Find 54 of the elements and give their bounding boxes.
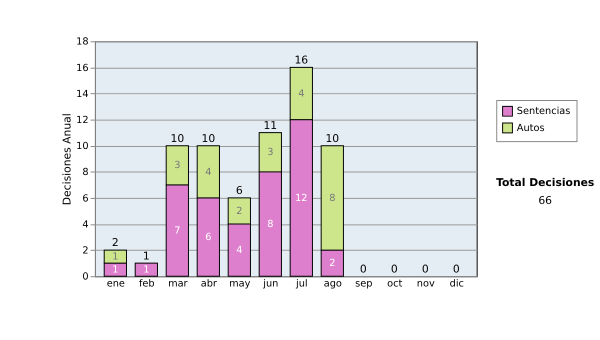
total-label: 10	[325, 132, 340, 145]
x-tick-label: oct	[387, 278, 403, 290]
total-label: 0	[452, 262, 460, 276]
text: 66	[538, 194, 552, 207]
x-tick-label: abr	[200, 278, 218, 290]
data-label: 8	[329, 192, 336, 204]
y-tick-label: 14	[76, 88, 89, 100]
x-tick-label: mar	[168, 278, 189, 290]
total-label: 16	[294, 54, 308, 66]
x-tick-label: dic	[450, 278, 464, 290]
data-label: 2	[236, 206, 242, 217]
data-label: 3	[174, 160, 180, 172]
data-label: 1	[143, 264, 150, 276]
total-label: 2	[112, 236, 119, 250]
x-tick-label: nov	[416, 278, 435, 290]
data-label: 1	[112, 252, 118, 263]
total-label: 11	[263, 118, 278, 132]
y-tick-label: 18	[76, 36, 89, 48]
x-tick-label: sep	[355, 278, 372, 290]
data-label: 12	[295, 192, 308, 204]
total-label: 6	[236, 184, 243, 198]
data-label: 4	[236, 245, 242, 256]
y-tick-label: 10	[76, 141, 89, 152]
data-label: 4	[205, 166, 212, 178]
data-label: 6	[205, 232, 212, 244]
legend-label: Sentencias	[516, 106, 570, 118]
text: Total Decisiones	[496, 176, 594, 190]
total-label: 0	[422, 262, 429, 276]
y-tick-label: 6	[82, 193, 89, 204]
data-label: 4	[298, 88, 304, 100]
data-label: 3	[267, 147, 274, 158]
x-tick-label: jul	[294, 278, 308, 290]
data-label: 1	[112, 264, 118, 276]
y-tick-label: 12	[76, 115, 89, 126]
y-tick-label: 0	[82, 272, 89, 283]
y-tick-label: 8	[82, 167, 89, 178]
y-tick-label: 2	[82, 246, 89, 257]
x-tick-label: ago	[324, 278, 342, 290]
x-tick-label: feb	[138, 278, 155, 290]
x-tick-label: jun	[262, 278, 278, 290]
legend-label: Autos	[516, 122, 545, 134]
data-label: 7	[174, 225, 180, 236]
y-tick-label: 4	[82, 219, 89, 230]
x-tick-label: may	[229, 278, 251, 290]
total-label: 10	[170, 132, 184, 145]
data-label: 2	[329, 258, 336, 270]
y-axis-title: Decisiones Anual	[60, 113, 74, 206]
x-tick-label: ene	[106, 278, 125, 290]
total-label: 10	[201, 132, 216, 145]
y-tick-label: 16	[76, 62, 89, 74]
data-label: 8	[267, 218, 274, 230]
total-label: 0	[360, 262, 367, 276]
total-label: 1	[142, 249, 150, 262]
total-label: 0	[390, 262, 398, 276]
